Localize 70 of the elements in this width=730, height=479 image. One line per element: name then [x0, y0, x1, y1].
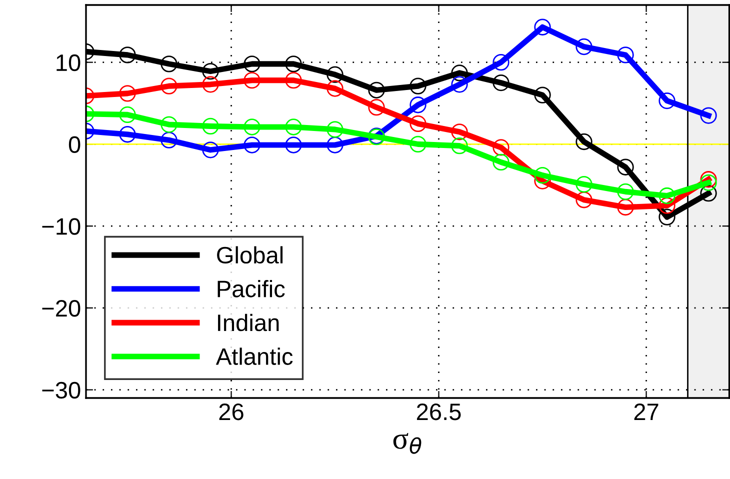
point: [244, 118, 260, 136]
point: [576, 133, 592, 150]
y-tick-label: 0: [68, 136, 80, 153]
point: [658, 197, 676, 214]
point: [451, 137, 468, 154]
y-tick-label: −20: [42, 300, 80, 317]
point: [700, 171, 717, 188]
point: [285, 136, 302, 154]
point: [410, 136, 426, 153]
point: [160, 78, 178, 94]
point: [576, 176, 592, 193]
x-tick-label: 26: [219, 403, 244, 420]
point: [492, 54, 510, 71]
legend-label: Pacific: [218, 280, 285, 298]
y-tick-label: 10: [56, 54, 80, 72]
point: [617, 158, 634, 176]
point: [326, 80, 344, 97]
legend-label: Indian: [218, 314, 279, 332]
y-tick-label: −10: [42, 218, 80, 235]
x-tick-label: 26.5: [416, 403, 461, 420]
point: [700, 184, 717, 202]
point: [492, 139, 510, 156]
point: [410, 115, 426, 132]
point: [160, 116, 178, 133]
point: [202, 118, 219, 135]
point: [410, 96, 426, 114]
point: [368, 82, 385, 98]
legend-label: Global: [217, 246, 283, 264]
point: [285, 72, 302, 89]
point: [617, 183, 634, 200]
legend-label: Atlantic: [216, 348, 293, 365]
point: [244, 136, 260, 154]
point: [617, 198, 634, 216]
point: [244, 72, 260, 89]
point: [119, 85, 136, 102]
point: [119, 46, 136, 64]
point: [576, 38, 592, 56]
point: [119, 126, 136, 143]
point: [492, 74, 510, 92]
point: [244, 56, 260, 72]
point: [410, 78, 426, 94]
point: [451, 76, 468, 93]
point: [368, 99, 385, 116]
point: [451, 124, 468, 140]
point: [534, 166, 551, 184]
point: [617, 46, 634, 64]
point: [534, 86, 551, 104]
point: [534, 18, 551, 36]
y-tick-label: −30: [42, 382, 80, 399]
point: [576, 192, 592, 208]
point: [119, 106, 136, 124]
point: [160, 132, 178, 148]
point: [658, 208, 676, 226]
point: [202, 62, 219, 80]
point: [160, 56, 178, 72]
point: [492, 154, 510, 171]
point: [326, 66, 344, 83]
point: [326, 136, 344, 154]
point: [658, 187, 676, 204]
point: [700, 107, 717, 124]
point: [202, 76, 219, 93]
point: [658, 92, 676, 110]
point: [700, 174, 717, 191]
x-axis-title: σ$_{θ}$: [393, 432, 422, 454]
point: [326, 121, 344, 138]
point: [285, 56, 302, 72]
point: [202, 142, 219, 158]
point: [451, 64, 468, 82]
x-tick-label: 27: [634, 403, 658, 420]
point: [285, 118, 302, 136]
